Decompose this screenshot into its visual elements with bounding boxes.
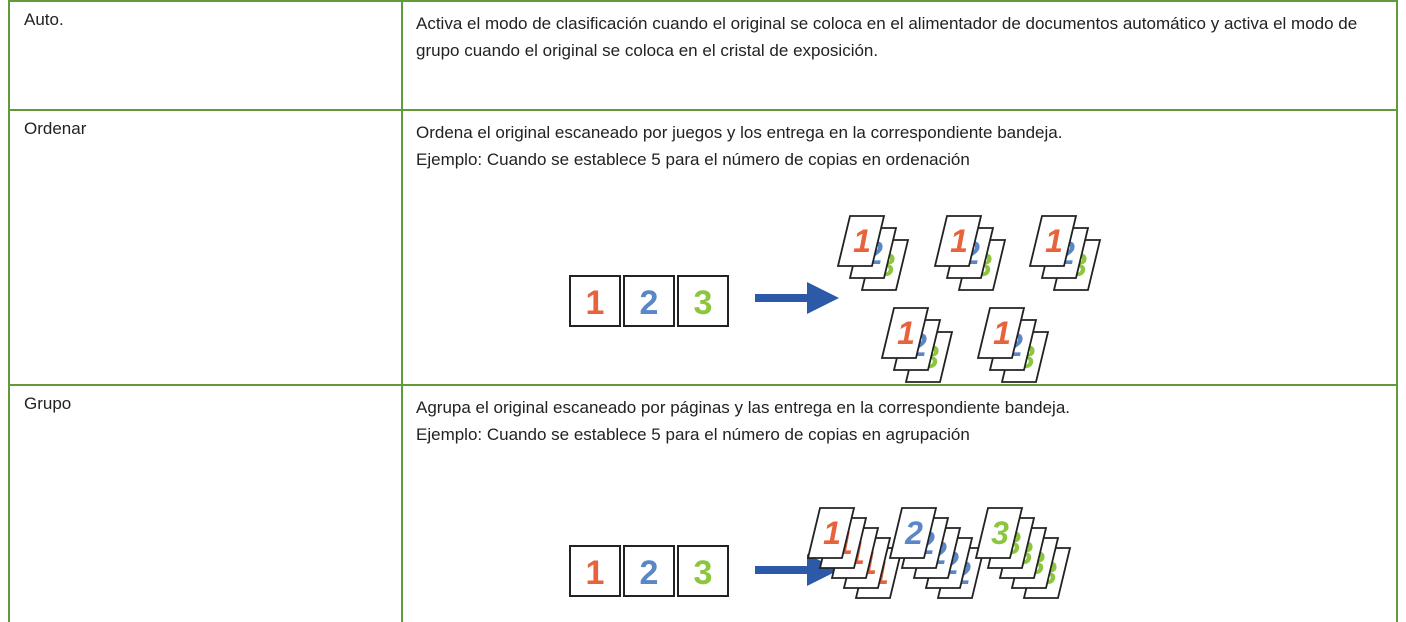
- sheet-digit: 2: [904, 515, 923, 551]
- row-text: Agrupa el original escaneado por páginas…: [416, 394, 1376, 448]
- page-box: [569, 545, 621, 597]
- table-row: Auto. Activa el modo de clasificación cu…: [8, 0, 1398, 111]
- column-divider: [401, 2, 403, 111]
- page-box: [623, 545, 675, 597]
- page-digit: 3: [694, 284, 713, 322]
- sheet-digit: 1: [897, 315, 915, 351]
- sheet: [974, 507, 1024, 559]
- page-digit: 2: [640, 554, 659, 592]
- paragraph: Agrupa el original escaneado por páginas…: [416, 398, 1071, 417]
- page-box: [677, 545, 729, 597]
- sheet: [836, 215, 886, 267]
- sheet-digit: 1: [993, 315, 1011, 351]
- sheet-digit: 1: [823, 515, 841, 551]
- page-box: [569, 275, 621, 327]
- sheet: [1028, 215, 1078, 267]
- sheet-digit: 3: [991, 515, 1009, 551]
- sheet: [880, 307, 930, 359]
- page-box: [677, 275, 729, 327]
- row-label: Auto.: [24, 10, 64, 29]
- sheet-digit: 1: [853, 223, 871, 259]
- sheet: [933, 215, 983, 267]
- paragraph: Ejemplo: Cuando se establece 5 para el n…: [416, 150, 970, 169]
- row-text: Ordena el original escaneado por juegos …: [416, 119, 1376, 173]
- page-digit: 2: [640, 284, 659, 322]
- table-row: Ordenar Ordena el original escaneado por…: [8, 109, 1398, 386]
- sheet-digit: 1: [1045, 223, 1063, 259]
- column-divider: [401, 386, 403, 622]
- paragraph: Ejemplo: Cuando se establece 5 para el n…: [416, 425, 970, 444]
- sheet: [976, 307, 1026, 359]
- page-digit: 1: [586, 284, 605, 322]
- sheet: [888, 507, 938, 559]
- row-text: Activa el modo de clasificación cuando e…: [416, 10, 1376, 64]
- column-divider: [401, 111, 403, 386]
- page-digit: 3: [694, 554, 713, 592]
- page-digit: 1: [586, 554, 605, 592]
- sheet: [806, 507, 856, 559]
- row-label: Ordenar: [24, 119, 87, 138]
- paragraph: Activa el modo de clasificación cuando e…: [416, 14, 1358, 60]
- paragraph: Ordena el original escaneado por juegos …: [416, 123, 1063, 142]
- sheet-digit: 1: [950, 223, 968, 259]
- table-row: Grupo Agrupa el original escaneado por p…: [8, 384, 1398, 622]
- row-label: Grupo: [24, 394, 72, 413]
- page-box: [623, 275, 675, 327]
